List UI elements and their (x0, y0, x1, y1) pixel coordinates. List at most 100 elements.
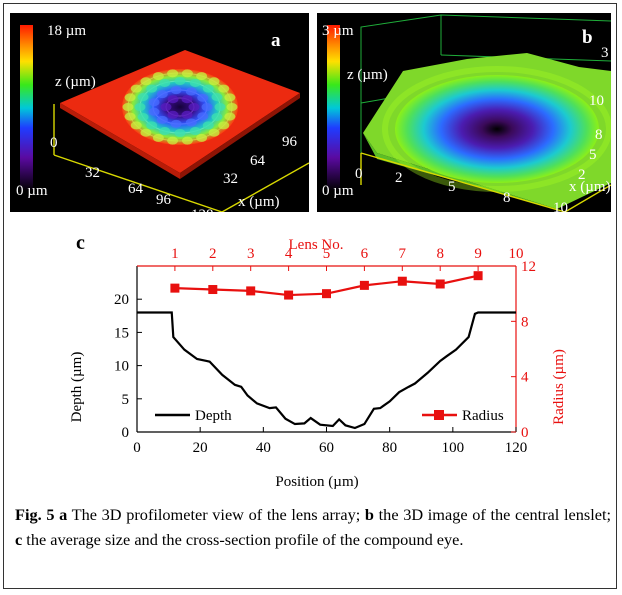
panel-a-3d-lens-array: 18 µm a z (µm) 0 0 µm 32 64 96 128 32 64… (10, 13, 309, 212)
lenslet (196, 72, 208, 81)
x-tick: 2 (395, 170, 403, 186)
lenslet (130, 121, 142, 130)
radius-marker (208, 285, 218, 295)
x-tick-label: 60 (319, 440, 334, 456)
lenslet (174, 77, 186, 85)
panel-c-depth-radius-chart: c Lens No. Depth (µm) Radius (µm) Positi… (40, 232, 610, 494)
radius-marker (359, 280, 369, 290)
y-axis-label-right: Radius (µm) (551, 349, 567, 425)
caption-text-c: the average size and the cross-section p… (22, 530, 464, 549)
lenslet (124, 93, 136, 102)
z-axis-label: z (µm) (347, 67, 388, 83)
caption-fig-label: Fig. 5 (15, 505, 55, 524)
panel-letter-b: b (582, 27, 593, 48)
lenslet (159, 78, 171, 87)
lenslet (167, 69, 179, 78)
plateau-edge (60, 103, 180, 179)
lenslet (156, 90, 168, 99)
lenslet (167, 110, 179, 119)
panel-a-svg: 18 µm a z (µm) 0 0 µm 32 64 96 128 32 64… (16, 23, 309, 212)
scale-max-label: 18 µm (47, 23, 86, 39)
z-axis-label: z (µm) (55, 74, 96, 90)
y-tick: 96 (282, 134, 298, 150)
radius-marker (170, 283, 180, 293)
lenslet (226, 103, 238, 111)
lenslet (211, 112, 223, 121)
y-tick: 10 (589, 93, 604, 109)
x-tick-label: 100 (442, 440, 465, 456)
lenslet (137, 93, 149, 102)
top-tick-label: 2 (209, 246, 217, 262)
lenslet (185, 87, 197, 96)
scale-min-label: 0 µm (322, 183, 354, 199)
z-zero-label: 0 (355, 166, 363, 182)
lenslet-bowl (395, 75, 599, 183)
lenslet (181, 69, 193, 78)
y-right-tick-label: 12 (521, 259, 536, 275)
lenslet (159, 127, 171, 136)
lenslet (197, 112, 209, 121)
lenslet (197, 93, 209, 102)
top-tick-label: 6 (361, 246, 369, 262)
figure-frame (3, 3, 617, 589)
lenslet (124, 112, 136, 121)
x-tick: 10 (553, 200, 568, 212)
radius-marker (435, 279, 445, 289)
lenslet (185, 118, 197, 127)
lenslet (146, 121, 158, 130)
caption-a: a (59, 505, 68, 524)
y-tick: 2 (578, 167, 586, 183)
lenslet (196, 133, 208, 142)
lenslet (167, 95, 179, 104)
x-tick: 8 (503, 190, 511, 206)
legend-radius-marker (434, 410, 444, 420)
x-tick-label: 40 (256, 440, 271, 456)
y-left-tick-label: 20 (114, 292, 129, 308)
y-right-tick-label: 0 (521, 425, 529, 441)
y-tick: 8 (595, 127, 603, 143)
lenslet (208, 128, 220, 137)
top-tick-label: 10 (509, 246, 524, 262)
lenslet (202, 84, 214, 93)
lenslet (189, 127, 201, 136)
color-scale-bar (20, 25, 33, 191)
caption-c: c (15, 530, 23, 549)
x-tick: 96 (156, 192, 172, 208)
lenslet (146, 84, 158, 93)
x-tick: 64 (128, 181, 144, 197)
lenslet (208, 77, 220, 86)
y-left-tick-label: 5 (122, 392, 130, 408)
top-tick-label: 9 (474, 246, 482, 262)
legend: Depth Radius (155, 408, 504, 424)
y-tick: 5 (589, 147, 597, 163)
y-tick: 64 (250, 153, 266, 169)
radius-marker (397, 276, 407, 286)
scale-max-label: 3 µm (322, 23, 354, 39)
lenslet (218, 84, 230, 93)
figure-caption: Fig. 5 a The 3D profilometer view of the… (15, 502, 611, 552)
lenslet (181, 136, 193, 145)
depth-series-line (137, 311, 516, 430)
y-right-tick-label: 4 (521, 370, 529, 386)
legend-radius-label: Radius (462, 408, 504, 424)
panel-letter-a: a (271, 30, 281, 51)
x-tick: 32 (85, 165, 100, 181)
y-left-tick-label: 0 (122, 425, 130, 441)
x-axis-label: Position (µm) (275, 474, 358, 490)
lenslet (134, 103, 146, 111)
lenslet (188, 103, 200, 111)
top-tick-label: 5 (323, 246, 331, 262)
lenslet (170, 86, 182, 95)
lenslet (189, 78, 201, 87)
radius-marker (473, 271, 483, 281)
lenslet (224, 112, 236, 121)
lenslet (181, 110, 193, 119)
panel-b-svg: 3 µm b 3 z (µm) 0 0 µm 2 5 8 10 2 5 8 10… (322, 14, 611, 212)
x-tick-label: 0 (133, 440, 141, 456)
depth-radius-chart: c Lens No. Depth (µm) Radius (µm) Positi… (69, 232, 567, 490)
z-zero-label: 0 (50, 135, 58, 151)
lenslet (137, 112, 149, 121)
caption-text-b: the 3D image of the central lenslet; (373, 505, 612, 524)
x-tick: 5 (448, 179, 456, 195)
lenslet (218, 121, 230, 130)
